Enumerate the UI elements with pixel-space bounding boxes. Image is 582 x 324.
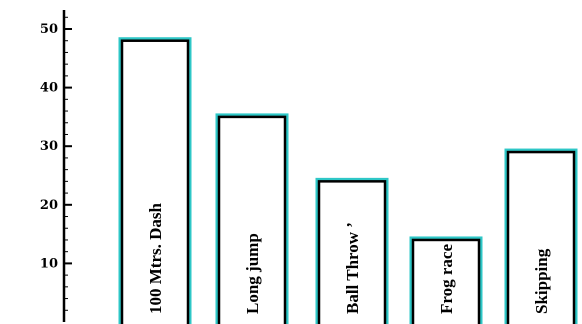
bar-outline-glow [315, 177, 389, 324]
bar-labels: 100 Mtrs. Dash Long jump Ball Throw ’ Frog … [146, 202, 551, 314]
bar-outline-glow [409, 236, 483, 324]
y-tick-label: 30 [40, 139, 58, 154]
y-tick-label: 50 [40, 22, 58, 37]
bar-category-label: Frog race [437, 244, 456, 314]
bar [411, 238, 481, 324]
bar-outline-glow [118, 37, 192, 324]
bar-category-label: 100 Mtrs. Dash [146, 202, 165, 314]
bar [217, 115, 287, 324]
bar [120, 39, 190, 324]
bar-category-label: Long jump [243, 233, 262, 314]
bar-category-label: Skipping [532, 248, 551, 314]
bar-outline-glow [215, 113, 289, 324]
bar [506, 150, 576, 324]
bar-outline-glow [504, 148, 578, 324]
bar-category-label: Ball Throw ’ [343, 222, 362, 314]
y-tick-label: 40 [40, 81, 58, 96]
bar [317, 180, 387, 324]
y-tick-label: 20 [40, 198, 58, 213]
bars [118, 37, 578, 324]
y-axis-ticks: 10 20 30 40 50 [40, 16, 72, 311]
y-tick-label: 10 [40, 256, 58, 271]
